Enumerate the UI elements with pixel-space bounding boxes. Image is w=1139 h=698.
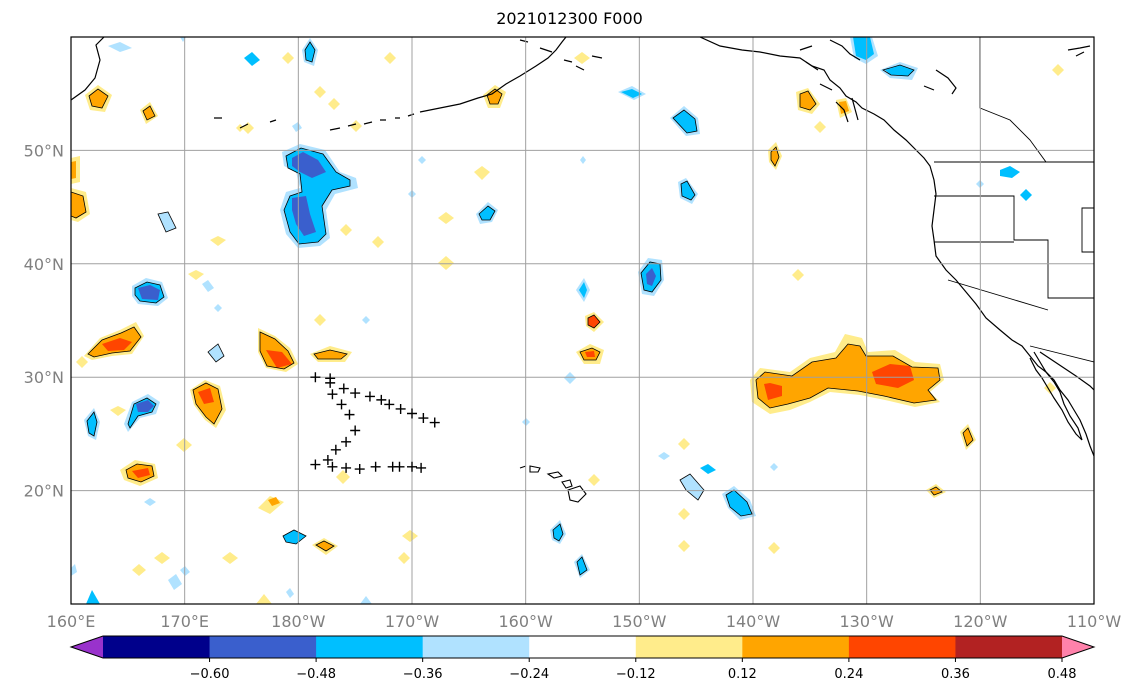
colorbar-extend-high: [1062, 636, 1094, 658]
political-borders: [934, 37, 1094, 363]
latitude-label: 30°N: [24, 368, 64, 387]
positive-anomaly-blob: [71, 188, 90, 222]
track-marker: [407, 408, 417, 419]
track-marker: [344, 409, 355, 420]
positive-anomaly-blob: [140, 102, 158, 124]
colorbar-segment: [955, 636, 1063, 658]
weak-negative-anomaly-spots: [71, 37, 984, 604]
latitude-labels: 50°N 40°N 30°N 20°N: [24, 141, 64, 500]
positive-anomaly-blob: [960, 424, 976, 450]
colorbar-segment: [316, 636, 424, 658]
grid-lines: [71, 37, 1094, 604]
longitude-label: 140°W: [726, 612, 781, 631]
colorbar-segment: [742, 636, 850, 658]
track-marker: [325, 373, 336, 384]
longitude-label: 110°W: [1067, 612, 1122, 631]
anomaly-fills: [71, 37, 1064, 604]
track-marker: [370, 461, 381, 472]
negative-anomaly-blob: [576, 278, 590, 302]
track-marker: [341, 462, 352, 473]
track-marker: [418, 413, 429, 424]
track-marker: [310, 459, 321, 470]
negative-anomaly-blob: [124, 394, 160, 432]
map-canvas: [71, 37, 1094, 604]
positive-anomaly-blob: [190, 380, 226, 428]
latitude-label: 20°N: [24, 482, 64, 501]
track-marker: [429, 417, 440, 428]
track-marker: [354, 464, 365, 475]
longitude-label: 170°W: [385, 612, 440, 631]
colorbar-tick-label: −0.48: [296, 667, 336, 682]
track-markers: [310, 372, 440, 475]
negative-anomaly-blob: [638, 258, 664, 296]
colorbar-outline: [69, 635, 1096, 659]
colorbar-segment: [103, 636, 211, 658]
positive-anomaly-blob: [836, 98, 852, 118]
latitude-label: 40°N: [24, 255, 64, 274]
track-marker: [327, 389, 338, 400]
colorbar-segment: [422, 636, 530, 658]
track-marker: [330, 444, 341, 455]
positive-anomaly-blob: [84, 322, 144, 360]
colorbar-extend-low: [71, 636, 103, 658]
track-marker: [341, 436, 352, 447]
track-marker: [336, 399, 347, 410]
track-marker: [350, 388, 361, 399]
colorbar: −0.60 −0.48 −0.36 −0.24 −0.12 0.12 0.24 0.36 0.4…: [69, 635, 1096, 682]
weak-positive-anomaly-spots: [76, 52, 1064, 604]
map-frame: [70, 36, 1095, 605]
colorbar-segment: [529, 636, 637, 658]
contour-lines: [71, 41, 974, 576]
positive-anomaly-blob: [258, 496, 284, 514]
longitude-label: 170°E: [160, 612, 209, 631]
track-marker: [322, 454, 333, 465]
track-marker: [327, 461, 338, 472]
positive-anomaly-blob: [483, 85, 506, 108]
negative-anomaly-blob: [722, 486, 756, 520]
track-marker: [416, 462, 427, 473]
colorbar-tick-label: 0.12: [728, 667, 757, 682]
longitude-labels: 160°E 170°E 180°W 170°W 160°W 150°W 140°W 130°W…: [47, 612, 1122, 631]
positive-anomaly-blob: [71, 156, 80, 184]
track-marker: [376, 394, 387, 405]
colorbar-tick-label: −0.36: [403, 667, 443, 682]
track-marker: [407, 461, 417, 472]
alaska-coast: [71, 37, 105, 101]
track-marker: [364, 391, 375, 402]
track-marker: [394, 461, 405, 472]
positive-anomaly-blob: [750, 334, 944, 414]
longitude-label: 120°W: [953, 612, 1008, 631]
track-marker: [310, 372, 321, 383]
colorbar-tick-label: 0.36: [941, 667, 970, 682]
latitude-label: 50°N: [24, 141, 64, 160]
track-marker: [350, 425, 361, 436]
track-marker: [384, 399, 395, 410]
hawaiian-islands: [519, 465, 587, 503]
longitude-label: 160°W: [498, 612, 553, 631]
positive-anomaly-blob: [120, 460, 158, 486]
colorbar-tick-label: 0.48: [1048, 667, 1077, 682]
track-marker: [338, 383, 349, 394]
colorbar-segment: [635, 636, 743, 658]
colorbar-segment: [209, 636, 317, 658]
colorbar-tick-label: −0.12: [616, 667, 656, 682]
positive-anomaly-blob: [576, 344, 604, 364]
negative-anomaly-blob: [574, 554, 590, 578]
baja-california: [1029, 351, 1083, 441]
map-title: 2021012300 F000: [496, 9, 643, 28]
positive-anomaly-blob: [258, 328, 298, 372]
aleutian-islands: [419, 37, 567, 113]
longitude-label: 180°W: [271, 612, 326, 631]
longitude-label: 160°E: [47, 612, 96, 631]
track-marker: [395, 403, 406, 414]
longitude-label: 130°W: [839, 612, 894, 631]
colorbar-segment: [848, 636, 956, 658]
negative-anomaly-blob: [850, 37, 878, 64]
colorbar-tick-label: 0.24: [834, 667, 863, 682]
longitude-label: 150°W: [612, 612, 667, 631]
colorbar-tick-label: −0.24: [509, 667, 549, 682]
colorbar-tick-label: −0.60: [190, 667, 230, 682]
negative-anomaly-blob: [280, 144, 358, 248]
